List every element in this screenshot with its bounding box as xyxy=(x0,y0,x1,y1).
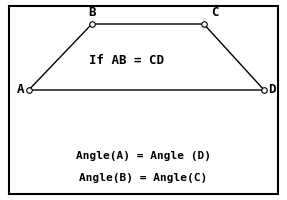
Text: B: B xyxy=(88,5,96,19)
Text: C: C xyxy=(211,5,218,19)
Text: Angle(B) = Angle(C): Angle(B) = Angle(C) xyxy=(79,173,208,183)
Text: A: A xyxy=(17,83,24,96)
Text: D: D xyxy=(268,83,276,96)
Text: Angle(A) = Angle (D): Angle(A) = Angle (D) xyxy=(76,151,211,161)
Text: If AB = CD: If AB = CD xyxy=(89,53,164,66)
